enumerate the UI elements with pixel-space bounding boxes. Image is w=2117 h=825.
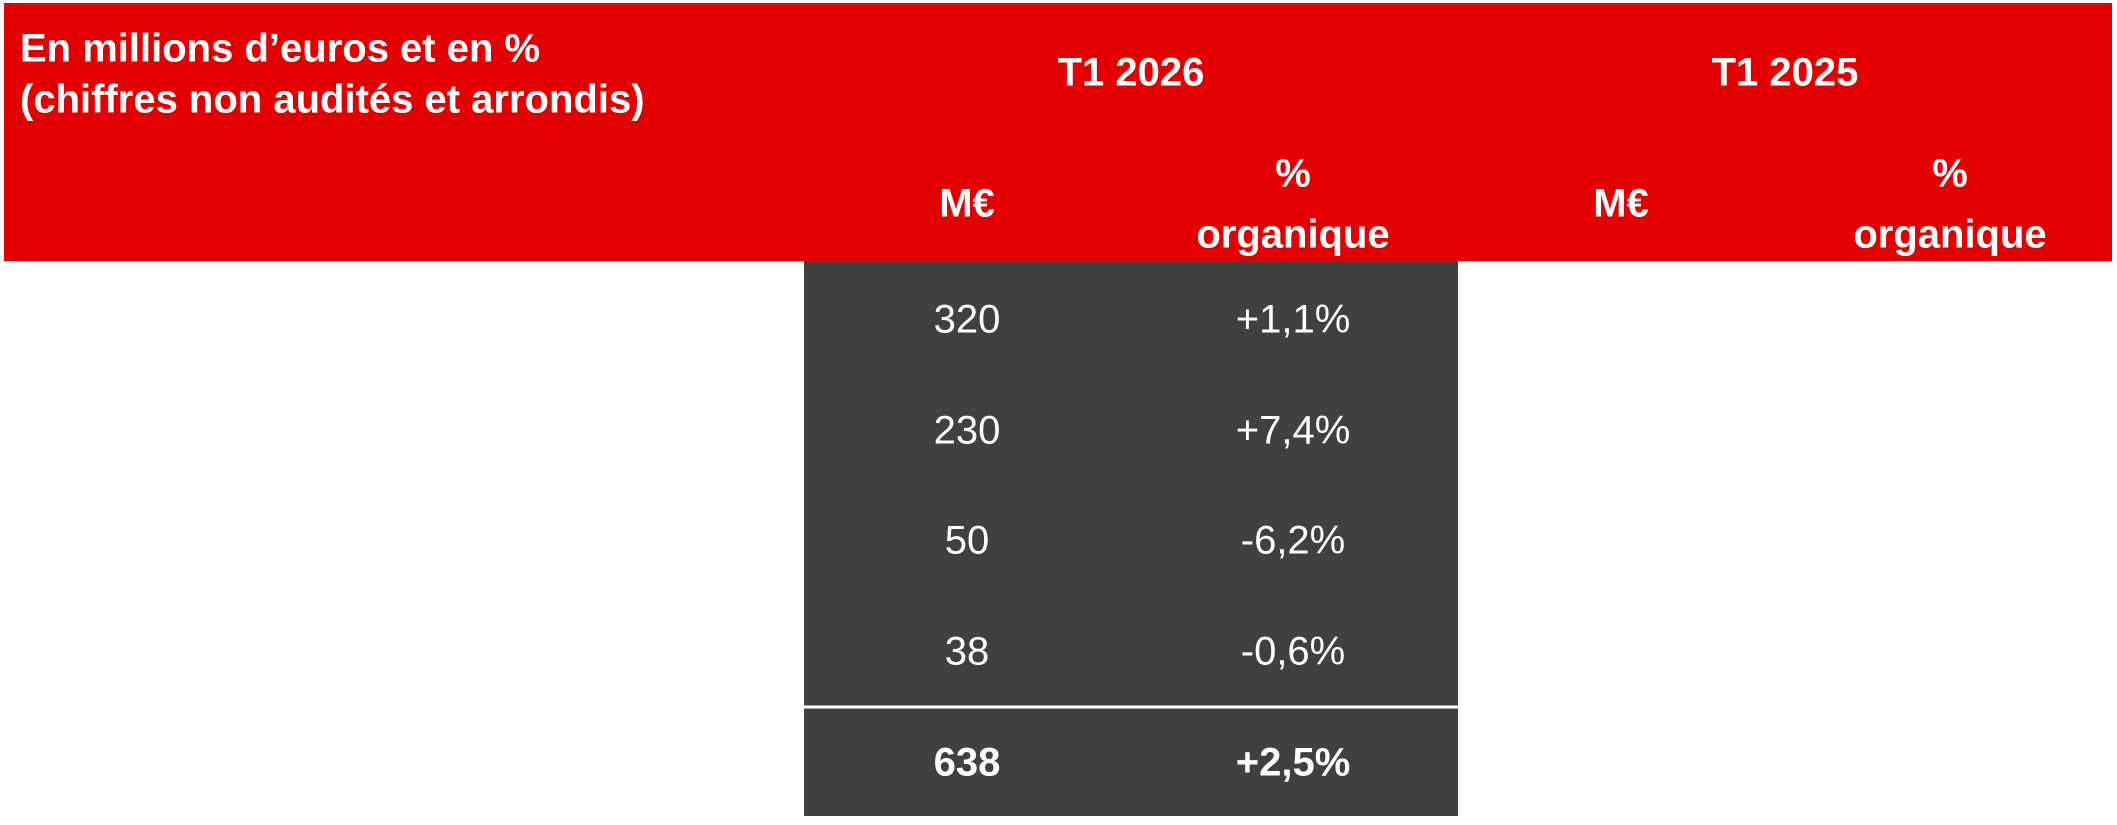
total-cell: 638: [934, 741, 1001, 785]
cell: 230: [934, 409, 1001, 453]
cell: +1,1%: [1236, 298, 1351, 342]
header-band: [4, 3, 2112, 261]
data-panel: [804, 261, 1458, 816]
cell: +7,4%: [1236, 409, 1351, 453]
column-header: %: [1932, 152, 1968, 196]
column-header: %: [1275, 152, 1311, 196]
header-title: En millions d’euros et en %: [20, 27, 540, 71]
cell: -6,2%: [1241, 519, 1346, 563]
column-header: organique: [1196, 213, 1389, 257]
column-header: M€: [1593, 182, 1649, 226]
column-header: organique: [1853, 213, 2046, 257]
period-label: T1 2025: [1712, 51, 1859, 95]
header-title: (chiffres non audités et arrondis): [20, 78, 645, 122]
cells: T1 2026 M€% organique T1 2025 M€% organique 32…: [934, 51, 2047, 785]
cell: 320: [934, 298, 1001, 342]
period-label: T1 2026: [1058, 51, 1205, 95]
total-cell: +2,5%: [1236, 741, 1351, 785]
cell: -0,6%: [1241, 630, 1346, 674]
cell: 38: [945, 630, 990, 674]
column-header: M€: [939, 182, 995, 226]
cell: 50: [945, 519, 990, 563]
